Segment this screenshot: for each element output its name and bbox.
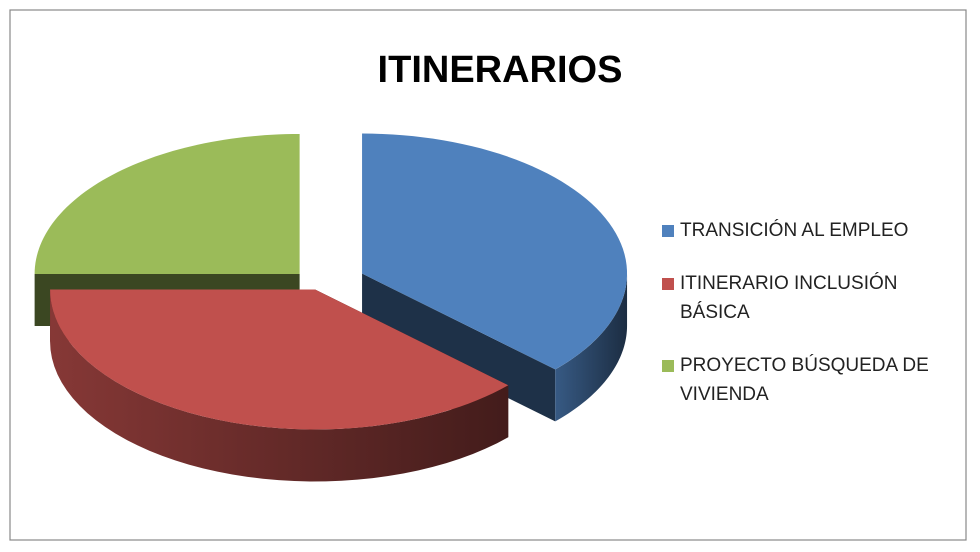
pie (34, 133, 628, 482)
slice-top (362, 133, 628, 370)
pie-slice (362, 133, 628, 422)
legend-label-line: ITINERARIO INCLUSIÓN (680, 272, 897, 294)
legend-label-line: VIVIENDA (680, 384, 769, 405)
legend-label-line: TRANSICIÓN AL EMPLEO (680, 219, 908, 241)
legend: TRANSICIÓN AL EMPLEO ITINERARIO INCLUSIÓN… (662, 219, 929, 405)
legend-swatch (662, 225, 674, 237)
chart-title: ITINERARIOS (378, 49, 623, 91)
legend-swatch (662, 360, 674, 372)
legend-label-line: PROYECTO BÚSQUEDA DE (680, 354, 929, 376)
legend-label-line: BÁSICA (680, 302, 750, 323)
slice-side (362, 273, 556, 422)
legend-label: TRANSICIÓN AL EMPLEO (680, 219, 908, 241)
slice-wall (555, 273, 628, 422)
slice-top (34, 133, 300, 274)
pie-slice (50, 289, 509, 482)
legend-label: ITINERARIO INCLUSIÓN BÁSICA (680, 272, 897, 323)
slice-top (50, 289, 509, 430)
legend-label: PROYECTO BÚSQUEDA DE VIVIENDA (680, 354, 929, 405)
legend-swatch (662, 278, 674, 290)
slice-wall (50, 289, 509, 482)
